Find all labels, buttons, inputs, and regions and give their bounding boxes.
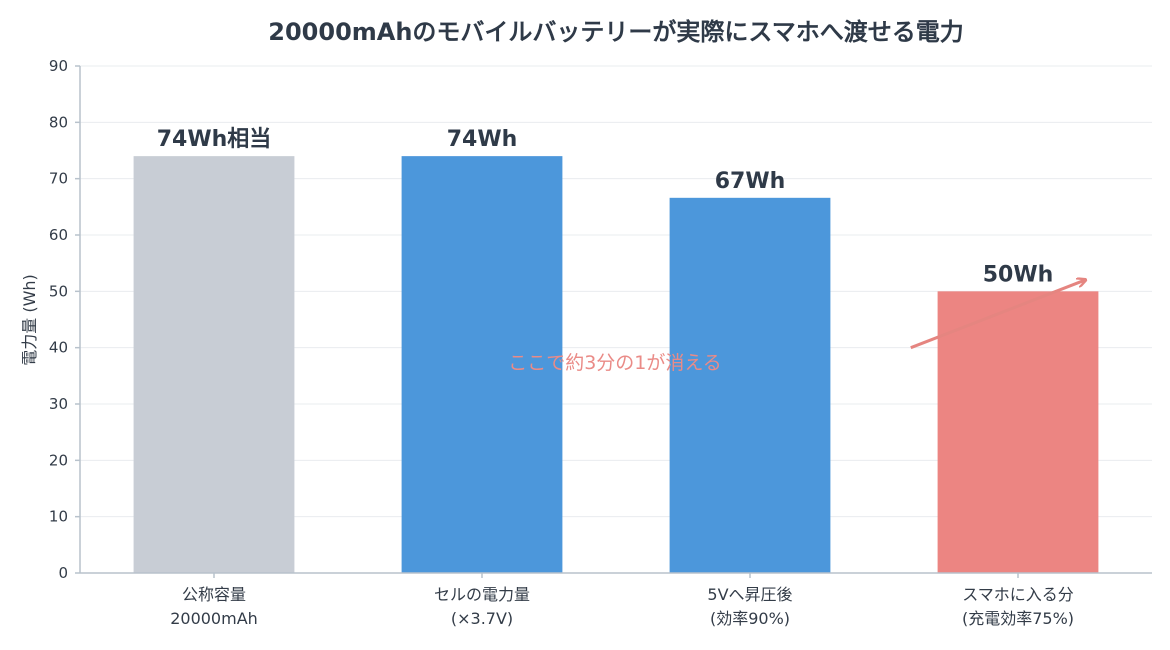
y-tick-label: 80 <box>49 113 68 131</box>
chart-title: 20000mAhのモバイルバッテリーが実際にスマホへ渡せる電力 <box>268 18 963 46</box>
annotation-arrow <box>910 280 1085 350</box>
data-label: 50Wh <box>983 262 1054 287</box>
y-tick-label: 0 <box>58 564 68 582</box>
axes <box>75 65 1152 578</box>
y-tick-label: 50 <box>49 282 68 300</box>
bar <box>401 156 563 573</box>
data-label: 67Wh <box>715 169 786 194</box>
x-tick-label: 5Vへ昇圧後 <box>707 585 792 604</box>
x-tick-label: 20000mAh <box>170 609 258 628</box>
x-tick-label: (×3.7V) <box>451 609 513 628</box>
y-tick-label: 10 <box>49 508 68 526</box>
data-label: 74Wh相当 <box>157 127 272 152</box>
annotation-text: ここで約3分の1が消える <box>508 352 722 374</box>
y-tick-label: 30 <box>49 395 68 413</box>
data-label: 74Wh <box>447 127 518 152</box>
y-axis-label: 電力量 (Wh) <box>20 274 39 366</box>
bar <box>133 156 295 573</box>
x-tick-label: 公称容量 <box>182 585 246 604</box>
y-tick-label: 60 <box>49 226 68 244</box>
x-tick-label: スマホに入る分 <box>962 585 1074 604</box>
x-tick-label: セルの電力量 <box>434 585 530 604</box>
bar <box>937 291 1099 573</box>
y-tick-label: 40 <box>49 339 68 357</box>
y-tick-label: 70 <box>49 170 68 188</box>
bar <box>669 197 831 573</box>
x-tick-label: (充電効率75%) <box>962 609 1074 628</box>
y-tick-label: 90 <box>49 57 68 75</box>
x-tick-label: (効率90%) <box>710 609 790 628</box>
y-tick-label: 20 <box>49 451 68 469</box>
bars <box>133 156 1099 573</box>
